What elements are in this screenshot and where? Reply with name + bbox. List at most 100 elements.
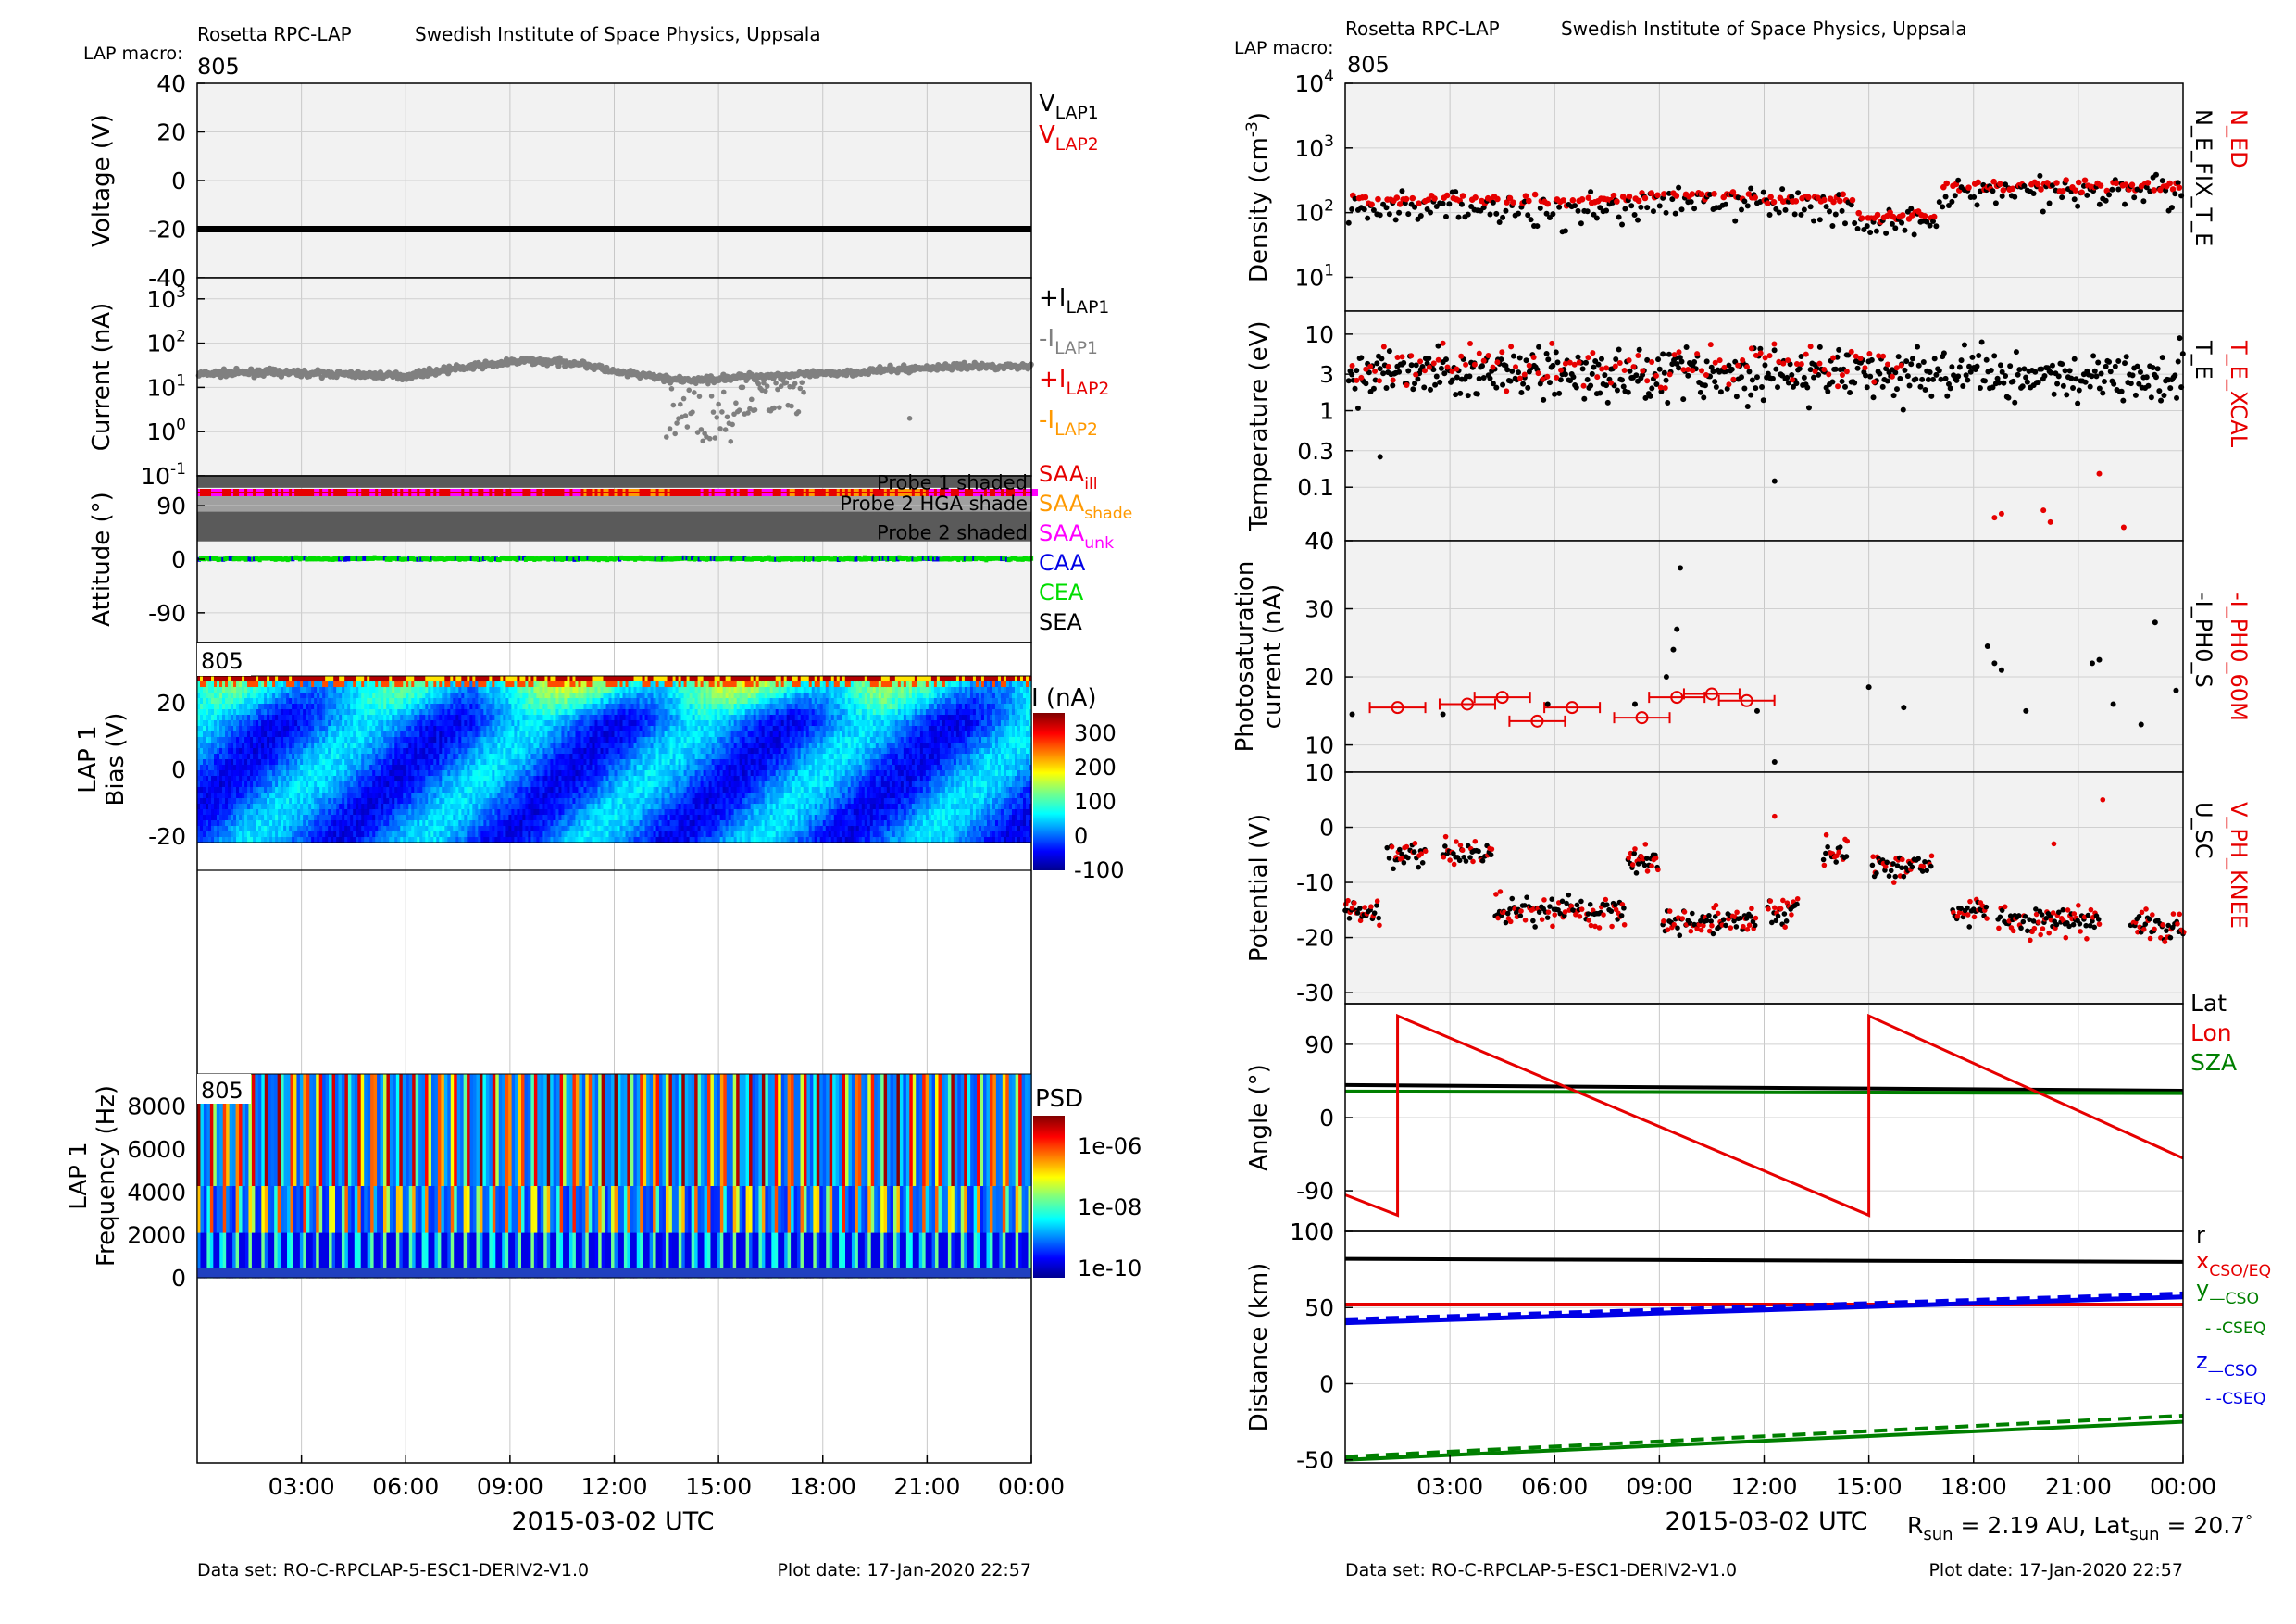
data-point: [318, 374, 325, 381]
data-point: [799, 380, 805, 385]
ytick-label: 40: [156, 70, 186, 97]
ytick-label: 0: [171, 546, 186, 573]
left-macro-value: 805: [197, 54, 240, 80]
legend-entry: CEA: [1039, 580, 1084, 606]
data-point: [664, 434, 669, 440]
data-point: [720, 389, 727, 395]
saa-mark: [1031, 489, 1038, 496]
data-point: [722, 427, 729, 432]
data-point: [764, 383, 770, 389]
legend-entry: SAAill: [1039, 461, 1098, 493]
legend-entry: SAAshade: [1039, 491, 1132, 523]
xtick-label: 21:00: [893, 1473, 960, 1500]
data-point: [748, 396, 755, 403]
data-point: [752, 406, 758, 413]
ytick-label: 102: [146, 328, 186, 357]
data-point: [692, 390, 697, 395]
data-point: [792, 381, 798, 387]
data-point: [667, 426, 673, 431]
data-point: [771, 405, 777, 411]
data-point: [705, 381, 711, 387]
legend-entry: SEA: [1039, 609, 1082, 635]
data-point: [795, 409, 802, 415]
legend-entry: VLAP2: [1039, 121, 1099, 155]
band-label: Probe 2 HGA shade: [840, 493, 1028, 515]
legend-entry: CAA: [1039, 550, 1086, 576]
data-point: [670, 402, 677, 408]
ytick-label: 90: [156, 493, 186, 519]
ytick-label: 10-1: [141, 460, 186, 490]
data-point: [740, 384, 746, 391]
ytick-label: -90: [148, 600, 186, 627]
ytick-label: 101: [146, 371, 186, 401]
band-label: Probe 1 shaded: [877, 471, 1028, 493]
data-point: [736, 407, 742, 413]
data-point: [684, 424, 691, 430]
right-instrument: Rosetta RPC-LAP: [1345, 18, 1500, 40]
data-point: [724, 414, 730, 420]
legend-entry: -ILAP2: [1039, 406, 1098, 440]
data-point: [706, 435, 713, 442]
right-institute: Swedish Institute of Space Physics, Upps…: [1561, 18, 1967, 40]
data-point: [714, 415, 720, 420]
legend-entry: +ILAP2: [1039, 366, 1109, 399]
data-point: [797, 385, 804, 392]
ytick-label: 103: [146, 283, 186, 313]
data-point: [555, 362, 562, 369]
ytick-label: -20: [148, 217, 186, 244]
left-instrument: Rosetta RPC-LAP: [197, 23, 352, 45]
data-point: [708, 394, 715, 399]
data-point: [801, 389, 806, 395]
legend-entry: -ILAP1: [1039, 325, 1098, 358]
xtick-label: 06:00: [372, 1473, 439, 1500]
data-point: [698, 427, 705, 432]
data-point: [693, 381, 699, 387]
data-point: [696, 394, 703, 399]
data-point: [906, 416, 913, 421]
data-point: [712, 435, 718, 441]
xtick-label: 03:00: [268, 1473, 335, 1500]
xtick-label: 09:00: [477, 1473, 543, 1500]
data-point: [728, 438, 734, 444]
panel-current: 103 102 101 100 10-1 Current (nA) +ILAP1 -ILAP1…: [88, 277, 1109, 490]
legend-entry: VLAP1: [1039, 90, 1099, 123]
data-point: [763, 388, 768, 394]
data-point: [674, 420, 680, 426]
data-point: [743, 378, 749, 384]
data-point: [686, 387, 693, 394]
right-macro-label: LAP macro:: [1234, 38, 1334, 58]
data-point: [700, 438, 706, 444]
data-point: [680, 395, 687, 402]
right-macro-value: 805: [1347, 52, 1390, 78]
data-point: [783, 380, 790, 386]
data-point: [678, 401, 683, 407]
xtick-label: 18:00: [790, 1473, 856, 1500]
y-axis-label: Attitude (°): [88, 492, 116, 627]
data-point: [733, 400, 739, 406]
left-institute: Swedish Institute of Space Physics, Upps…: [415, 23, 821, 45]
data-point: [377, 369, 384, 376]
xtick-label: 12:00: [580, 1473, 647, 1500]
data-point: [718, 426, 723, 431]
left-macro-label: LAP macro:: [83, 44, 183, 64]
ytick-label: -40: [148, 265, 186, 292]
data-point: [716, 401, 721, 407]
data-point: [730, 421, 735, 428]
data-point: [668, 385, 675, 392]
data-point: [777, 405, 782, 410]
data-point: [773, 380, 779, 386]
y-axis-label: Current (nA): [88, 303, 116, 451]
legend-entry: +ILAP1: [1039, 284, 1109, 318]
data-point: [789, 403, 794, 409]
data-point: [665, 378, 671, 384]
ytick-label: 20: [156, 119, 186, 146]
xtick-label: 15:00: [685, 1473, 752, 1500]
ytick-label: 100: [146, 416, 186, 445]
data-point: [710, 409, 717, 415]
legend-entry: SAAunk: [1039, 520, 1114, 553]
data-point: [672, 431, 678, 437]
